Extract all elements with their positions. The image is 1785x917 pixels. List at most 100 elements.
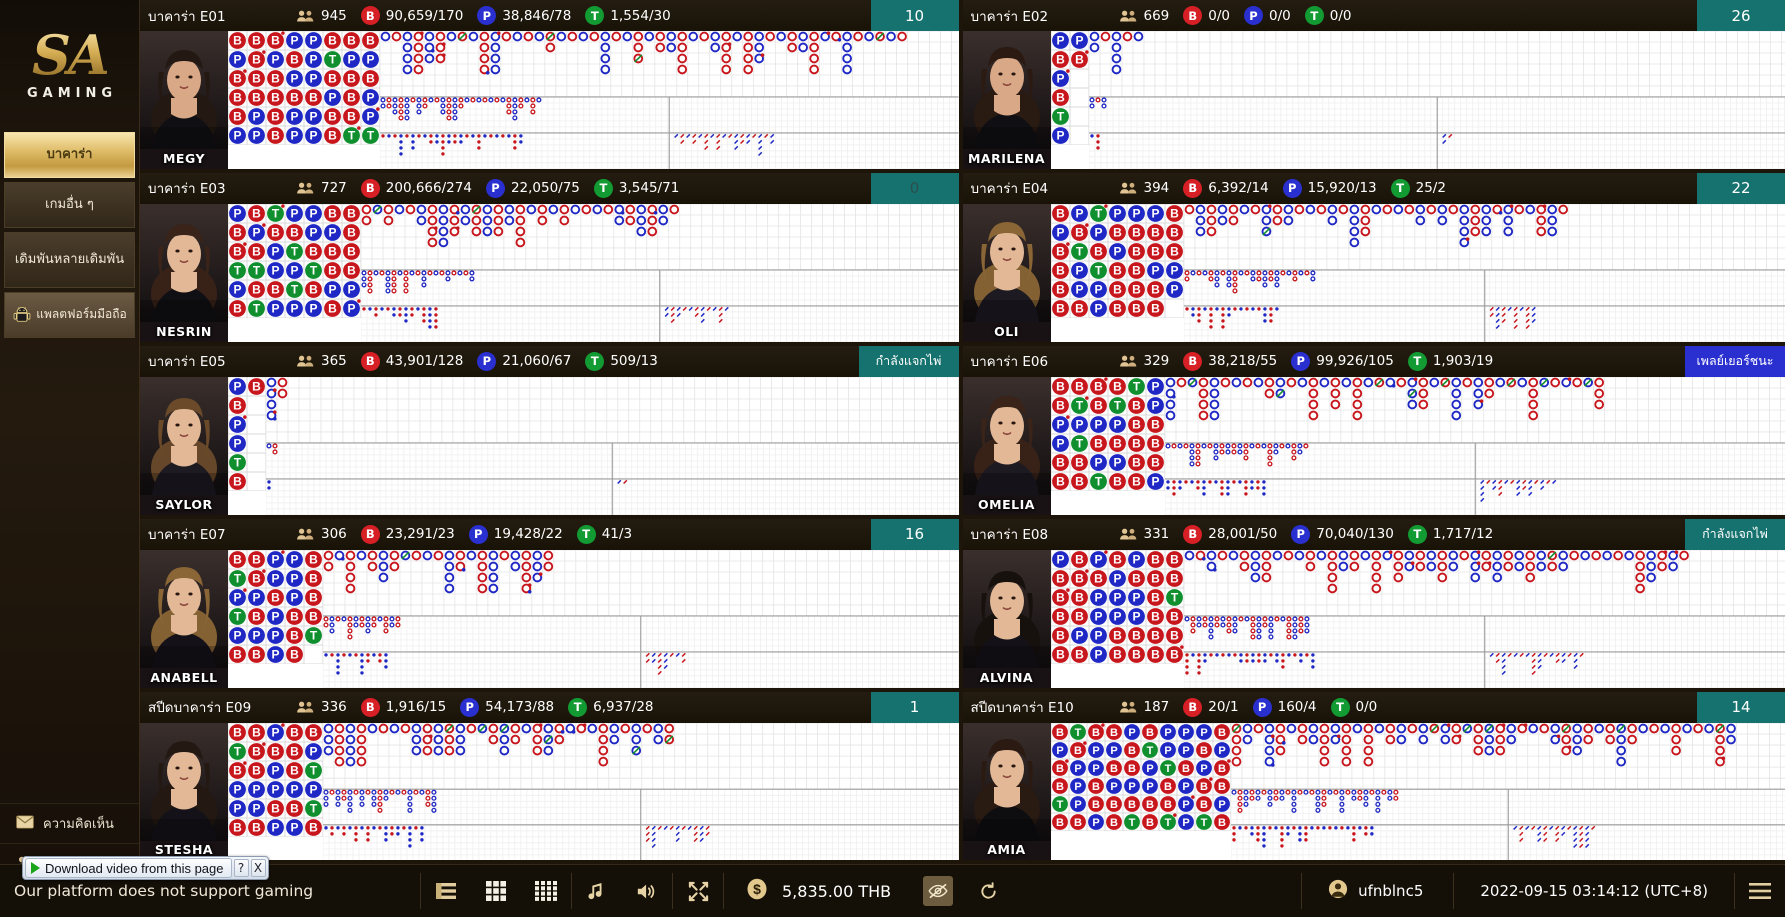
dealer-video[interactable]: OLI	[962, 203, 1051, 342]
player-count-value: 945	[321, 7, 347, 24]
table-cell[interactable]: บาคาร่า E06 329 B 38,218/55 P 99,	[962, 345, 1785, 519]
player-count-value: 187	[1143, 699, 1170, 716]
svg-text:B: B	[328, 129, 337, 143]
banker-chip-icon: B	[1183, 178, 1203, 198]
svg-text:P: P	[233, 282, 241, 296]
dealer-video[interactable]: MEGY	[140, 31, 228, 169]
dealer-name: AMIA	[987, 842, 1026, 857]
svg-text:P: P	[1056, 436, 1064, 450]
list-view-button[interactable]	[421, 865, 471, 917]
svg-text:B: B	[1056, 282, 1065, 296]
dealer-name: MARILENA	[967, 150, 1046, 166]
roadmap-panel	[1183, 549, 1785, 688]
download-video-popup[interactable]: Download video from this page ? X	[22, 856, 269, 880]
dealer-video[interactable]: STESHA	[140, 722, 228, 860]
balance-amount: 5,835.00 THB	[782, 881, 892, 901]
player-stat-value: 15,920/13	[1307, 180, 1377, 197]
dealer-name: OMELIA	[978, 496, 1035, 512]
refresh-button[interactable]	[963, 865, 1013, 917]
svg-text:B: B	[328, 110, 337, 124]
balance-area[interactable]: $ 5,835.00 THB	[724, 878, 913, 904]
grid-2-view-button[interactable]	[471, 865, 521, 917]
user-account[interactable]: ufnblnc5	[1302, 879, 1453, 903]
table-cell[interactable]: บาคาร่า E04 394 B 6,392/14 P 15,9	[962, 172, 1785, 346]
banker-chip-icon: B	[360, 351, 380, 371]
player-stat: P 19,428/22	[468, 524, 563, 544]
svg-text:B: B	[1170, 571, 1179, 585]
svg-text:B: B	[233, 763, 242, 777]
tie-stat-value: 41/3	[601, 526, 633, 543]
table-cell[interactable]: สปีดบาคาร่า E10 187 B 20/1 P 160/	[962, 691, 1785, 864]
sidebar-item-mobile-platform[interactable]: แพลตฟอร์มมือถือ	[4, 292, 135, 338]
table-cell[interactable]: บาคาร่า E03 727 B 200,666/274 P 2	[140, 172, 963, 346]
svg-text:P: P	[1075, 628, 1083, 642]
svg-text:B: B	[1132, 398, 1141, 412]
grid-3-view-button[interactable]	[521, 865, 571, 917]
player-stat-value: 38,846/78	[502, 7, 572, 24]
dealer-video[interactable]: NESRIN	[140, 203, 228, 342]
dealer-video[interactable]: ANABELL	[140, 549, 228, 688]
table-cell[interactable]: บาคาร่า E01 945 B 90,659/170 P 38	[140, 0, 963, 173]
player-stat: P 38,846/78	[477, 6, 571, 25]
svg-text:P: P	[271, 609, 279, 623]
dealer-video[interactable]: ALVINA	[962, 549, 1051, 688]
music-button[interactable]	[572, 865, 622, 917]
table-cell[interactable]: บาคาร่า E08 331 B 28,001/50 P 70,	[962, 518, 1785, 692]
svg-text:B: B	[1151, 301, 1160, 315]
table-cell[interactable]: บาคาร่า E02 669 B 0/0 P 0/0	[962, 0, 1785, 173]
svg-text:T: T	[272, 206, 280, 220]
table-name: บาคาร่า E01	[148, 8, 226, 25]
dealer-video[interactable]: AMIA	[962, 722, 1051, 860]
player-count-value: 331	[1143, 526, 1170, 543]
svg-text:P: P	[1075, 417, 1083, 431]
roadmap-panel	[1183, 203, 1785, 342]
svg-text:B: B	[1094, 398, 1103, 412]
download-help-button[interactable]: ?	[233, 859, 249, 877]
dealer-video[interactable]: MARILENA	[962, 31, 1051, 169]
sidebar-item-baccarat[interactable]: บาคาร่า	[4, 132, 135, 178]
svg-text:P: P	[290, 263, 298, 277]
svg-text:B: B	[252, 763, 261, 777]
table-cell[interactable]: บาคาร่า E05 365 B 43,901/128 P 21	[140, 345, 963, 519]
svg-text:B: B	[1170, 206, 1179, 220]
dealer-video[interactable]: OMELIA	[962, 376, 1051, 515]
hide-balance-button[interactable]	[913, 865, 963, 917]
svg-text:B: B	[1075, 455, 1084, 469]
svg-text:P: P	[252, 110, 260, 124]
fullscreen-button[interactable]	[673, 865, 723, 917]
tie-stat-value: 0/0	[1355, 699, 1378, 716]
sidebar-item-label: เดิมพันหลายเดิมพัน	[14, 251, 125, 267]
dealer-video[interactable]: SAYLOR	[140, 376, 228, 515]
table-cell[interactable]: บาคาร่า E07 306 B 23,291/23 P 19,	[140, 518, 963, 692]
people-icon	[1119, 700, 1138, 714]
svg-text:B: B	[1132, 301, 1141, 315]
table-status-badge: 16	[870, 518, 959, 550]
svg-text:P: P	[1094, 552, 1102, 566]
svg-text:P: P	[1151, 474, 1159, 488]
svg-text:B: B	[347, 244, 356, 258]
sidebar-feedback[interactable]: ความคิดเห็น	[0, 803, 139, 843]
svg-text:P: P	[1094, 282, 1102, 296]
svg-text:B: B	[309, 820, 318, 834]
sidebar-item-label: บาคาร่า	[46, 146, 93, 162]
sidebar-item-other-games[interactable]: เกมอื่น ๆ	[4, 182, 135, 228]
table-cell[interactable]: สปีดบาคาร่า E09 336 B 1,916/15 P	[140, 691, 963, 864]
sidebar-item-multi-bet[interactable]: เดิมพันหลายเดิมพัน	[4, 232, 135, 288]
svg-text:B: B	[1170, 552, 1179, 566]
menu-button[interactable]	[1735, 865, 1785, 917]
play-icon	[31, 862, 40, 874]
download-video-button[interactable]: Download video from this page	[25, 858, 232, 878]
sound-button[interactable]	[622, 865, 672, 917]
hamburger-menu-icon	[1749, 883, 1771, 899]
table-player-count: 394	[1119, 180, 1169, 196]
player-stat-value: 21,060/67	[502, 353, 572, 370]
svg-text:P: P	[290, 129, 298, 143]
svg-text:P: P	[233, 801, 241, 815]
download-close-button[interactable]: X	[250, 859, 266, 877]
svg-text:P: P	[1075, 263, 1083, 277]
tie-chip-icon: T	[585, 6, 605, 25]
